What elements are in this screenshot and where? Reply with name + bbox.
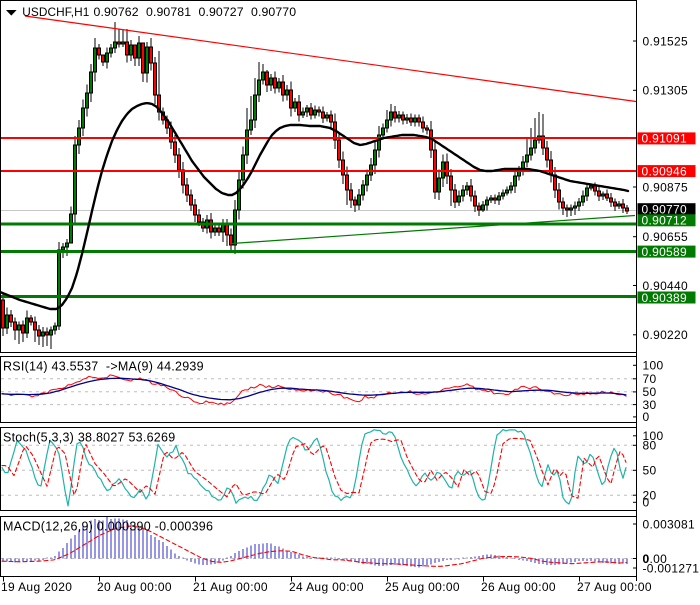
svg-text:27 Aug 00:00: 27 Aug 00:00 [577,580,652,594]
svg-text:0.90770: 0.90770 [251,5,296,19]
svg-text:0.90589: 0.90589 [642,245,688,259]
svg-text:-0.001271: -0.001271 [643,561,700,575]
svg-text:20 Aug 00:00: 20 Aug 00:00 [97,580,172,594]
svg-text:RSI(14) 43.5537 ->MA(9) 44.29: RSI(14) 43.5537 ->MA(9) 44.2939 [3,360,204,374]
svg-text:0.90655: 0.90655 [643,230,689,244]
svg-text:26 Aug 00:00: 26 Aug 00:00 [481,580,556,594]
svg-text:19 Aug 2020: 19 Aug 2020 [1,580,72,594]
svg-text:0.91305: 0.91305 [643,84,689,98]
svg-text:100: 100 [643,429,664,443]
svg-text:0.90762: 0.90762 [94,5,139,19]
svg-text:0.90770: 0.90770 [642,203,688,217]
svg-text:30: 30 [643,398,657,412]
svg-text:0.91091: 0.91091 [642,132,688,146]
svg-text:80: 80 [643,439,657,453]
svg-text:20: 20 [643,489,657,503]
svg-text:0.90727: 0.90727 [199,5,244,19]
svg-text:Stoch(5,3,3) 38.8027 53.6269: Stoch(5,3,3) 38.8027 53.6269 [3,431,175,445]
svg-text:0.90389: 0.90389 [642,291,688,305]
svg-text:21 Aug 00:00: 21 Aug 00:00 [193,580,268,594]
svg-text:0: 0 [643,552,650,566]
svg-text:50: 50 [643,385,657,399]
svg-text:0.003081: 0.003081 [643,517,695,531]
svg-text:0.90875: 0.90875 [643,180,689,194]
svg-text:24 Aug 00:00: 24 Aug 00:00 [289,580,364,594]
svg-text:50: 50 [643,464,657,478]
svg-text:0: 0 [643,410,650,424]
svg-text:100: 100 [643,359,664,373]
svg-text:0.90781: 0.90781 [146,5,191,19]
svg-text:0.90946: 0.90946 [642,164,688,178]
svg-text:0.91525: 0.91525 [643,34,689,48]
svg-text:0.90220: 0.90220 [643,328,689,342]
svg-text:25 Aug 00:00: 25 Aug 00:00 [385,580,460,594]
svg-text:0.00: 0.00 [643,552,668,566]
svg-text:0.90712: 0.90712 [642,214,688,228]
svg-text:MACD(12,26,9) 0.000390 -0.0003: MACD(12,26,9) 0.000390 -0.000396 [3,519,213,533]
svg-text:0.90440: 0.90440 [643,279,689,293]
svg-text:0: 0 [643,496,650,510]
svg-text:USDCHF,H1: USDCHF,H1 [22,5,89,19]
svg-text:70: 70 [643,372,657,386]
